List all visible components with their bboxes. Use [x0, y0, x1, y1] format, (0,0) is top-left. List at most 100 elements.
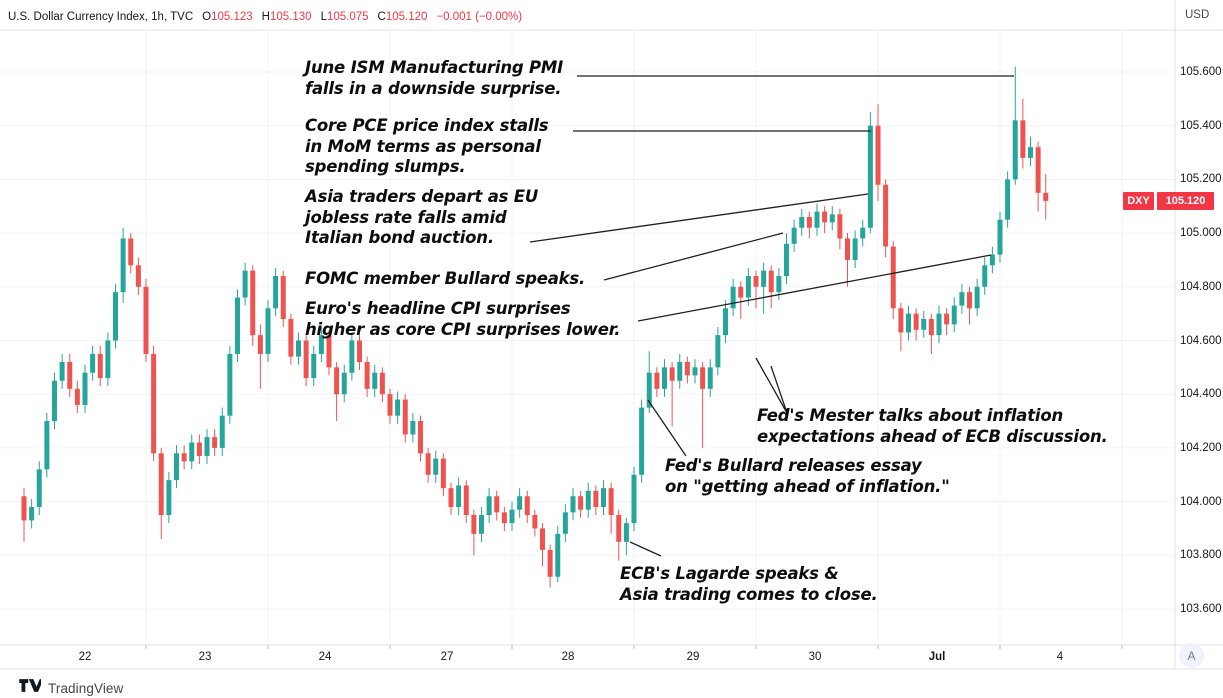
candle-body	[235, 297, 240, 354]
candle-body	[105, 340, 111, 379]
candle-body	[128, 238, 134, 266]
candle-body	[120, 238, 126, 293]
candle-body	[174, 453, 179, 481]
candle-body	[357, 340, 362, 362]
candle-body	[677, 361, 683, 381]
time-axis-label: 29	[686, 651, 700, 663]
candle-body	[296, 340, 301, 357]
time-axis-label: 22	[78, 651, 92, 663]
candle-body	[52, 380, 57, 422]
candle-body	[59, 361, 65, 381]
annotation-pointer-line	[755, 357, 788, 414]
price-axis-label: 105.000	[1180, 227, 1222, 240]
candle-body	[860, 227, 866, 239]
candle-body	[334, 367, 340, 395]
candle-body	[21, 496, 27, 521]
annotation-text-1: June ISM Manufacturing PMI falls in a do…	[305, 58, 564, 98]
candle-body	[631, 474, 637, 524]
candle-body	[440, 458, 446, 489]
candle-body	[212, 437, 218, 448]
candle-body	[181, 453, 187, 462]
candle-body	[540, 528, 545, 550]
candle-body	[928, 319, 934, 336]
candle-body	[822, 211, 828, 223]
annotation-text-7: Fed's Bullard releases essay on "getting…	[665, 456, 950, 496]
candle-body	[372, 372, 378, 389]
candle-body	[784, 243, 789, 277]
annotation-pointer-line	[647, 399, 687, 457]
candle-body	[936, 313, 942, 336]
annotation-pointer-line	[529, 193, 869, 243]
time-axis-label: 23	[198, 651, 212, 663]
candle-body	[585, 490, 591, 510]
candle-body	[74, 388, 80, 405]
candle-body	[326, 335, 332, 368]
candle-body	[509, 509, 515, 524]
candle-body	[143, 286, 149, 354]
candle-body	[593, 490, 599, 507]
time-axis-label: 27	[440, 651, 454, 663]
candle-body	[90, 353, 96, 373]
candle-body	[402, 399, 408, 435]
time-axis-label: 4	[1056, 651, 1064, 663]
candle-body	[989, 254, 995, 266]
candle-body	[425, 453, 431, 475]
corner-a-button[interactable]: A	[1179, 643, 1204, 668]
candle-body	[410, 421, 416, 435]
ohlc-quote-h: H105.130	[261, 11, 312, 23]
candle-body	[875, 125, 881, 185]
candle-body	[1028, 147, 1033, 158]
candle-body	[219, 415, 225, 448]
annotation-text-5: Euro's headline CPI surprises higher as …	[305, 299, 621, 339]
candle-body	[463, 485, 469, 516]
candle-body	[616, 515, 622, 542]
candle-body	[97, 353, 103, 379]
candle-body	[242, 270, 248, 298]
annotation-pointer-line	[603, 232, 784, 281]
candle-body	[532, 515, 538, 529]
candle-body	[29, 506, 35, 521]
chart-legend: U.S. Dollar Currency Index, 1h, TVC O105…	[8, 8, 522, 26]
candle-body	[379, 372, 385, 395]
candle-body	[646, 372, 652, 408]
time-axis-label: Jul	[928, 651, 946, 663]
candle-body	[311, 353, 317, 379]
candle-body	[707, 367, 713, 389]
candle-body	[196, 442, 202, 456]
candle-body	[486, 496, 492, 516]
candle-body	[578, 496, 584, 510]
candle-body	[570, 496, 576, 513]
candle-body	[349, 340, 355, 373]
time-axis-label: 28	[561, 651, 575, 663]
candle-body	[692, 367, 698, 376]
candle-body	[479, 515, 484, 534]
candle-body	[669, 367, 675, 381]
annotation-text-2: Core PCE price index stalls in MoM terms…	[305, 116, 549, 176]
symbol-title[interactable]: U.S. Dollar Currency Index, 1h, TVC	[8, 11, 194, 23]
tradingview-logo-icon	[18, 677, 44, 698]
candle-body	[951, 305, 957, 325]
candle-body	[364, 361, 370, 389]
tradingview-logo[interactable]: TradingView	[18, 677, 123, 698]
ohlc-quote-o: O105.123	[202, 11, 253, 23]
candle-body	[745, 276, 751, 298]
ohlc-quote-l: L105.075	[320, 11, 369, 23]
candle-body	[608, 488, 614, 516]
candle-body	[448, 488, 454, 507]
candle-body	[44, 421, 50, 470]
candle-body	[318, 335, 324, 354]
candle-body	[654, 372, 660, 389]
candle-body	[662, 367, 667, 389]
candle-body	[82, 372, 88, 405]
tradingview-logo-text: TradingView	[48, 680, 124, 696]
symbol-price-badge: DXY	[1123, 192, 1154, 210]
candle-body	[684, 361, 690, 376]
candle-body	[341, 372, 347, 395]
candle-body	[738, 286, 744, 298]
candle-body	[158, 453, 164, 516]
candle-body	[1012, 120, 1018, 180]
candle-body	[997, 219, 1003, 255]
candle-body	[36, 469, 42, 507]
candle-body	[883, 184, 889, 247]
